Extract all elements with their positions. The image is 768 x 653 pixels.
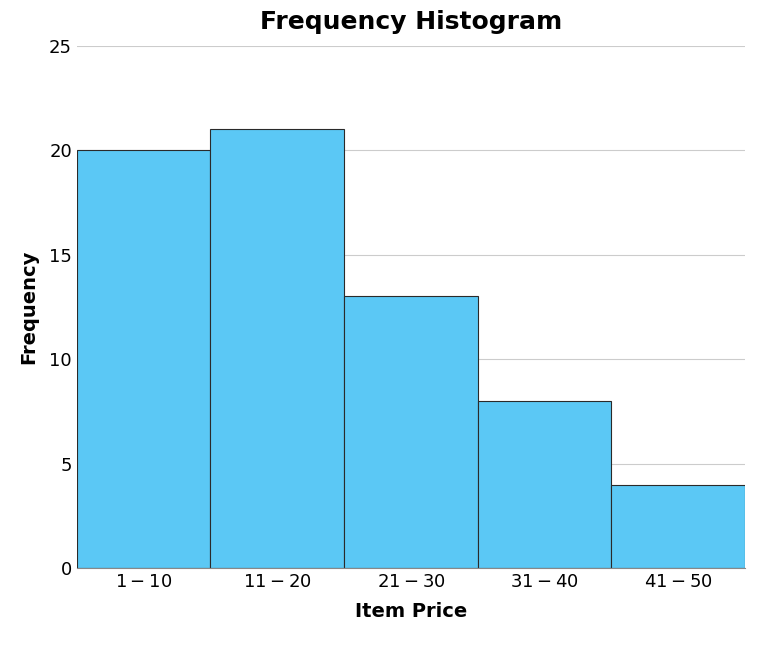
Bar (611, 485, 745, 568)
Bar (478, 401, 611, 568)
Bar (344, 296, 478, 568)
X-axis label: Item Price: Item Price (355, 602, 467, 621)
Bar (210, 129, 344, 568)
Y-axis label: Frequency: Frequency (19, 249, 38, 364)
Bar (77, 150, 210, 568)
Title: Frequency Histogram: Frequency Histogram (260, 10, 562, 34)
